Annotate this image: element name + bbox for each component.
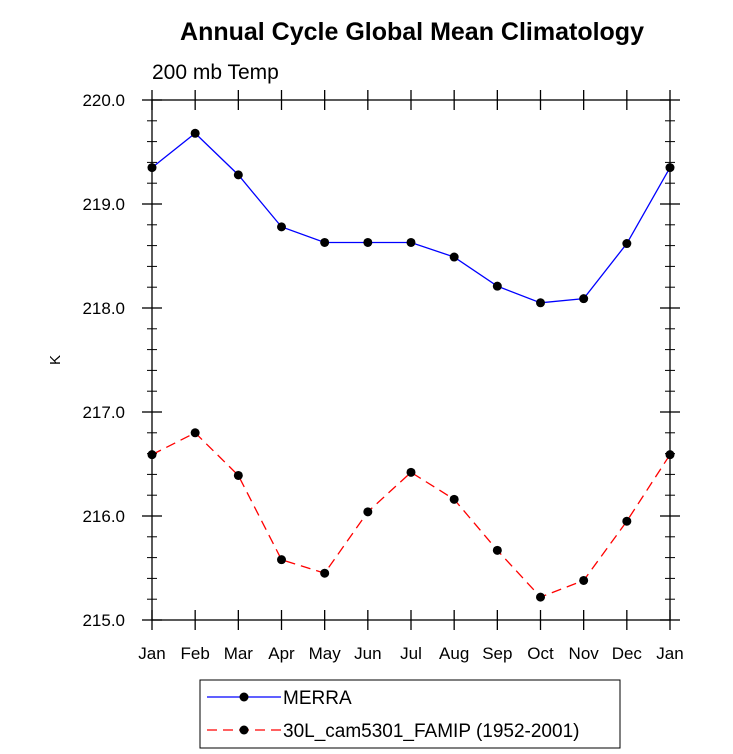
series-2-point [363, 507, 373, 517]
chart-subtitle: 200 mb Temp [152, 61, 279, 84]
series-2-point [665, 450, 675, 460]
series-1-point [665, 163, 675, 173]
series-1-point [406, 237, 416, 247]
x-tick-label: Oct [527, 644, 554, 663]
series-2-point [449, 494, 459, 504]
legend-marker-1 [239, 692, 249, 702]
x-tick-label: Jan [138, 644, 165, 663]
series-2-point [233, 470, 243, 480]
y-tick-label: 218.0 [82, 299, 125, 318]
x-tick-label: Mar [224, 644, 254, 663]
series-1-point [492, 281, 502, 291]
chart-title: Annual Cycle Global Mean Climatology [180, 18, 644, 46]
series-line-2 [151, 432, 671, 598]
legend-box [199, 679, 621, 749]
series-1-point [536, 298, 545, 308]
y-tick-label: 216.0 [82, 507, 125, 526]
major-ticks [142, 90, 680, 630]
series-2-point [320, 568, 330, 578]
series-layer [147, 128, 675, 602]
x-tick-label: Feb [181, 644, 210, 663]
x-tick-label: Nov [569, 644, 600, 663]
series-1-point [622, 239, 632, 249]
series-1-point [320, 237, 330, 247]
y-tick-label: 220.0 [82, 91, 125, 110]
legend-label-1: MERRA [283, 688, 352, 709]
series-2-point [277, 555, 286, 565]
legend-label-2: 30L_cam5301_FAMIP (1952-2001) [283, 721, 579, 742]
series-1-point [363, 237, 373, 247]
plot-frame [151, 99, 671, 621]
minor-ticks [147, 120, 675, 600]
series-2-point [536, 592, 545, 602]
series-1-point [277, 222, 286, 232]
x-tick-label: Aug [439, 644, 469, 663]
y-tick-label: 219.0 [82, 195, 125, 214]
y-tick-label: 215.0 [82, 611, 125, 630]
series-2-point [492, 545, 502, 555]
x-tick-labels: Jan Feb Mar Apr May Jun Jul Aug Sep Oct Nov Dec Jan [138, 644, 683, 663]
legend-marker-2 [239, 725, 249, 735]
x-tick-label: Jun [354, 644, 381, 663]
series-1-point [147, 163, 157, 173]
y-axis-label: K [47, 355, 64, 365]
x-tick-label: Jul [400, 644, 422, 663]
x-tick-label: Sep [482, 644, 512, 663]
series-1-point [579, 294, 589, 304]
y-tick-labels: 215.0 216.0 217.0 218.0 219.0 220.0 [82, 91, 125, 630]
series-2-point [147, 450, 157, 460]
x-tick-label: Dec [612, 644, 643, 663]
x-tick-label: May [309, 644, 342, 663]
legend: MERRA 30L_cam5301_FAMIP (1952-2001) [199, 679, 621, 749]
series-1-point [190, 128, 200, 138]
x-tick-label: Apr [268, 644, 295, 663]
y-tick-label: 217.0 [82, 403, 125, 422]
x-tick-label: Jan [656, 644, 683, 663]
series-2-point [406, 467, 416, 477]
series-2-point [579, 575, 589, 585]
series-line-1 [151, 132, 671, 304]
series-2-point [622, 516, 632, 526]
series-2-point [190, 428, 200, 438]
series-1-point [233, 170, 243, 180]
series-1-point [449, 252, 459, 262]
